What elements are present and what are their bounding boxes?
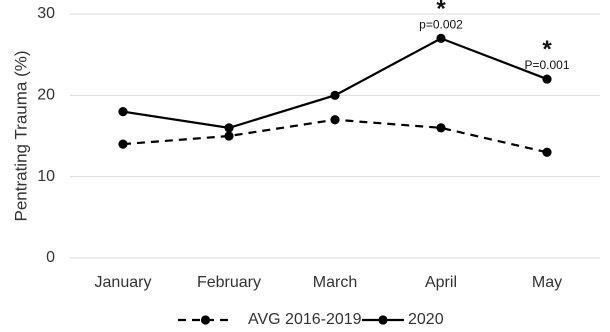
y-tick-label: 10 bbox=[37, 168, 55, 185]
legend-label: 2020 bbox=[408, 311, 444, 328]
y-tick-labels: 0 10 20 30 bbox=[37, 5, 55, 266]
data-point bbox=[436, 33, 446, 44]
series-0 bbox=[118, 115, 552, 157]
p-value-label: P=0.001 bbox=[524, 58, 569, 72]
x-tick-label: February bbox=[197, 274, 261, 291]
data-point bbox=[224, 123, 234, 133]
data-point bbox=[542, 74, 552, 84]
significance-star: * bbox=[542, 36, 552, 63]
data-point bbox=[330, 90, 340, 100]
legend-item: 2020 bbox=[362, 311, 444, 328]
annotations-layer: *p=0.002*P=0.001 bbox=[419, 0, 570, 72]
data-point bbox=[542, 147, 552, 157]
x-tick-label: April bbox=[425, 274, 457, 291]
legend-marker bbox=[378, 315, 388, 325]
series-1 bbox=[118, 33, 552, 133]
data-point bbox=[436, 123, 446, 133]
y-axis-label: Pentrating Trauma (%) bbox=[11, 50, 30, 221]
y-tick-label: 30 bbox=[37, 5, 55, 22]
significance-star: * bbox=[436, 0, 446, 22]
data-point bbox=[118, 107, 128, 117]
data-point bbox=[224, 131, 234, 141]
data-point bbox=[330, 115, 340, 125]
series-layer bbox=[118, 33, 552, 157]
x-tick-label: March bbox=[313, 274, 357, 291]
series-line bbox=[122, 118, 548, 154]
x-tick-label: January bbox=[95, 274, 152, 291]
data-point bbox=[118, 139, 128, 149]
series-line bbox=[122, 37, 548, 129]
y-tick-label: 20 bbox=[37, 87, 55, 104]
p-value-label: p=0.002 bbox=[419, 17, 463, 31]
x-tick-label: May bbox=[532, 274, 562, 291]
gridlines bbox=[70, 13, 600, 259]
legend-label: AVG 2016-2019 bbox=[248, 311, 362, 328]
legend: AVG 2016-2019 2020 bbox=[178, 311, 444, 328]
legend-item: AVG 2016-2019 bbox=[178, 311, 362, 328]
legend-marker bbox=[200, 315, 211, 325]
x-tick-labels: January February March April May bbox=[95, 274, 563, 291]
y-tick-label: 0 bbox=[46, 249, 55, 266]
